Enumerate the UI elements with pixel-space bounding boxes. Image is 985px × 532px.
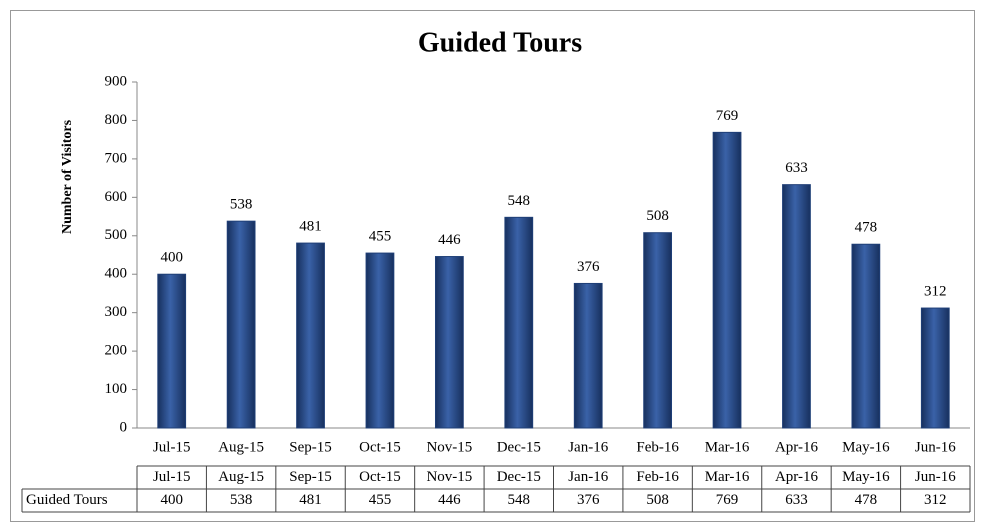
x-tick-label: Sep-15 <box>289 439 332 455</box>
bar <box>504 216 534 429</box>
y-tick-label: 200 <box>105 343 128 359</box>
bar <box>434 256 464 429</box>
value-label: 312 <box>924 283 947 299</box>
table-header: Feb-16 <box>636 469 679 485</box>
value-label: 478 <box>855 220 878 236</box>
y-tick-label: 400 <box>105 266 128 282</box>
bar <box>920 307 950 429</box>
x-tick-label: Oct-15 <box>359 439 401 455</box>
y-tick-label: 900 <box>105 73 128 89</box>
table-header: Sep-15 <box>289 469 332 485</box>
table-header: Oct-15 <box>359 469 401 485</box>
table-header: Mar-16 <box>705 469 750 485</box>
bar <box>573 282 603 429</box>
x-tick-label: Jul-15 <box>153 439 191 455</box>
value-label: 446 <box>438 232 461 248</box>
chart-frame <box>10 10 975 522</box>
table-value: 446 <box>438 492 461 508</box>
table-header: Jan-16 <box>568 469 608 485</box>
bar <box>157 273 187 429</box>
table-value: 478 <box>855 492 878 508</box>
value-label: 455 <box>369 229 392 245</box>
table-value: 633 <box>785 492 808 508</box>
value-label: 633 <box>785 160 808 176</box>
table-header: Apr-16 <box>775 469 819 485</box>
table-value: 312 <box>924 492 947 508</box>
table-header: Aug-15 <box>218 469 264 485</box>
chart-title: Guided Tours <box>418 27 582 58</box>
x-tick-label: May-16 <box>842 439 890 455</box>
table-value: 481 <box>299 492 322 508</box>
table-header: Jun-16 <box>915 469 956 485</box>
value-label: 400 <box>160 250 183 266</box>
x-tick-label: Mar-16 <box>705 439 750 455</box>
y-tick-label: 300 <box>105 304 128 320</box>
table-value: 548 <box>508 492 531 508</box>
y-tick-label: 0 <box>120 419 128 435</box>
value-label: 508 <box>646 208 669 224</box>
bar <box>226 220 256 429</box>
y-tick-label: 100 <box>105 381 128 397</box>
x-tick-label: Nov-15 <box>426 439 472 455</box>
y-axis-label: Number of Visitors <box>60 119 75 234</box>
table-header: Dec-15 <box>497 469 541 485</box>
y-tick-label: 500 <box>105 227 128 243</box>
bar <box>851 243 881 429</box>
y-tick-label: 700 <box>105 150 128 166</box>
x-tick-label: Apr-16 <box>775 439 819 455</box>
value-label: 769 <box>716 108 739 124</box>
value-label: 548 <box>508 193 531 209</box>
x-tick-label: Feb-16 <box>636 439 679 455</box>
y-tick-label: 800 <box>105 112 128 128</box>
bar <box>643 232 673 429</box>
table-header: Jul-15 <box>153 469 191 485</box>
x-tick-label: Aug-15 <box>218 439 264 455</box>
bar <box>712 131 742 429</box>
table-value: 376 <box>577 492 600 508</box>
table-row-label: Guided Tours <box>26 492 108 508</box>
y-tick-label: 600 <box>105 189 128 205</box>
value-label: 481 <box>299 219 322 235</box>
bar <box>782 184 811 429</box>
x-tick-label: Jan-16 <box>568 439 608 455</box>
table-header: Nov-15 <box>426 469 472 485</box>
table-value: 538 <box>230 492 253 508</box>
table-value: 508 <box>646 492 669 508</box>
table-value: 455 <box>369 492 392 508</box>
table-header: May-16 <box>842 469 890 485</box>
bar <box>296 242 325 429</box>
value-label: 376 <box>577 259 600 275</box>
bar <box>365 252 395 429</box>
value-label: 538 <box>230 197 253 213</box>
x-tick-label: Dec-15 <box>497 439 541 455</box>
table-value: 769 <box>716 492 739 508</box>
table-value: 400 <box>160 492 183 508</box>
x-tick-label: Jun-16 <box>915 439 956 455</box>
